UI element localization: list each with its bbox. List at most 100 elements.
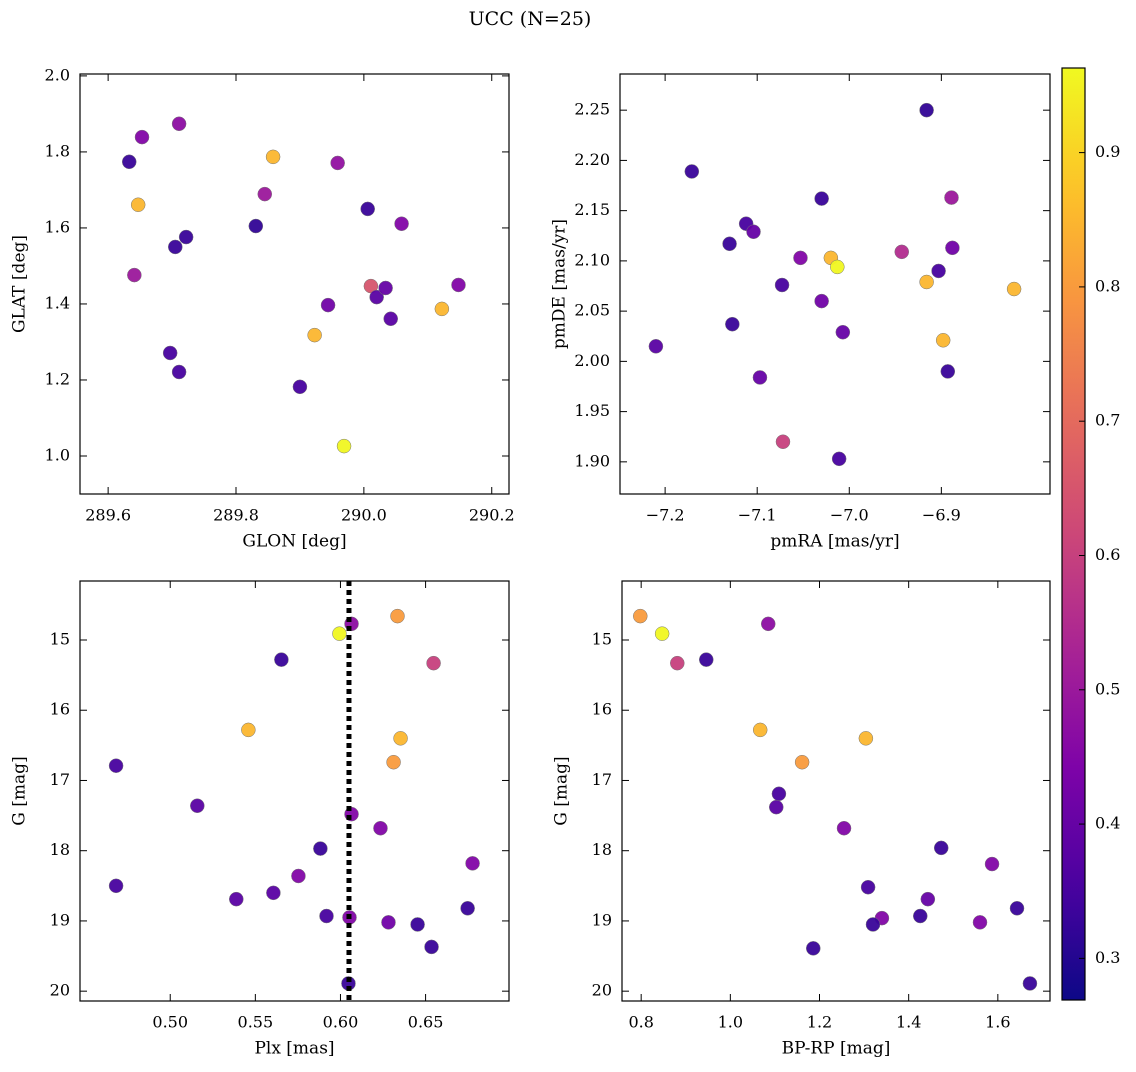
y-tick-label: 1.90 xyxy=(574,451,610,470)
x-tick-label: 1.2 xyxy=(807,1013,832,1032)
scatter-point xyxy=(381,915,396,930)
scatter-point xyxy=(134,129,150,145)
scatter-point xyxy=(130,197,146,213)
scatter-point xyxy=(919,274,934,290)
panel: −7.2 −7.1 −7.0 −6.9 1.90 1.95 2.00 2.05 2.10 2.15… xyxy=(550,73,1051,552)
x-tick-label: 290.0 xyxy=(341,506,387,525)
colorbar-tick-label: 0.6 xyxy=(1095,545,1120,564)
y-tick-label: 2.0 xyxy=(45,65,70,84)
scatter-point xyxy=(769,799,784,815)
scatter-point xyxy=(984,856,1000,872)
plot-frame xyxy=(619,73,1051,495)
x-tick-label: 1.0 xyxy=(718,1013,743,1032)
colorbar-tick-label: 0.9 xyxy=(1095,142,1120,161)
x-tick-label: −7.1 xyxy=(738,506,777,525)
scatter-point xyxy=(774,277,790,293)
x-axis-label: GLON [deg] xyxy=(242,532,346,552)
scatter-point xyxy=(424,939,439,955)
scatter-point xyxy=(386,754,401,770)
plot-frame xyxy=(79,73,510,495)
scatter-point xyxy=(171,116,187,132)
plot-frame xyxy=(621,580,1051,1002)
scatter-point xyxy=(931,263,946,279)
x-tick-label: 289.8 xyxy=(213,506,259,525)
x-tick-label: 1.4 xyxy=(896,1013,921,1032)
scatter-point xyxy=(835,324,851,340)
scatter-point xyxy=(860,879,876,895)
scatter-point xyxy=(378,280,393,296)
scatter-point xyxy=(121,154,137,170)
scatter-point xyxy=(654,626,670,641)
scatter-point xyxy=(127,267,142,283)
scatter-point xyxy=(722,236,737,252)
scatter-point xyxy=(190,798,205,813)
scatter-point xyxy=(373,820,388,836)
y-axis-label: GLAT [deg] xyxy=(10,235,30,333)
scatter-point xyxy=(793,250,808,266)
y-tick-label: 2.25 xyxy=(574,100,610,119)
y-tick-label: 1.6 xyxy=(45,217,70,236)
scatter-point xyxy=(394,216,409,232)
scatter-point xyxy=(794,754,810,770)
scatter-point xyxy=(108,878,124,894)
scatter-point xyxy=(266,885,281,901)
x-tick-label: 0.60 xyxy=(323,1013,359,1032)
scatter-point xyxy=(248,218,264,234)
y-tick-label: 15 xyxy=(592,629,612,648)
scatter-point xyxy=(369,289,384,305)
panel: 289.6 289.8 290.0 290.2 1.0 1.2 1.4 1.6 1.8 2.0 GL… xyxy=(10,65,515,551)
y-tick-label: 19 xyxy=(50,910,70,929)
scatter-point xyxy=(390,608,405,624)
y-tick-label: 18 xyxy=(592,840,612,859)
x-tick-label: −6.9 xyxy=(922,506,961,525)
y-tick-label: 2.20 xyxy=(574,150,610,169)
scatter-point xyxy=(699,652,714,667)
scatter-point xyxy=(913,908,928,924)
y-tick-label: 16 xyxy=(50,700,70,719)
plot-frame xyxy=(79,580,510,1002)
y-tick-label: 2.00 xyxy=(574,351,610,370)
scatter-point xyxy=(292,379,308,395)
x-tick-label: 1.6 xyxy=(985,1013,1010,1032)
scatter-point xyxy=(865,917,881,932)
y-tick-label: 2.15 xyxy=(574,200,610,219)
x-axis-label: Plx [mas] xyxy=(254,1039,334,1059)
panel: 0.8 1.0 1.2 1.4 1.6 15 16 17 18 19 20 BP-RP [mag] G … xyxy=(552,580,1051,1059)
scatter-point xyxy=(162,345,178,361)
scatter-point xyxy=(935,333,951,348)
scatter-point xyxy=(944,190,959,205)
panel: 0.50 0.55 0.60 0.65 15 16 17 18 19 20 Plx [mas] G [… xyxy=(10,580,510,1059)
y-tick-label: 1.95 xyxy=(574,401,610,420)
scatter-point xyxy=(336,438,352,454)
scatter-point xyxy=(933,840,949,856)
y-tick-label: 17 xyxy=(50,770,70,789)
colorbar-tick-label: 0.5 xyxy=(1095,679,1120,698)
scatter-point xyxy=(684,164,700,179)
scatter-point xyxy=(945,240,960,256)
scatter-point xyxy=(451,277,466,293)
scatter-point xyxy=(920,891,936,907)
scatter-point xyxy=(274,652,289,667)
scatter-point xyxy=(168,239,183,255)
scatter-point xyxy=(360,201,375,217)
scatter-point xyxy=(858,731,874,746)
scatter-point xyxy=(806,941,821,956)
scatter-point xyxy=(307,327,322,343)
scatter-point xyxy=(178,229,194,245)
scatter-point xyxy=(725,316,740,332)
colorbar-tick-label: 0.8 xyxy=(1095,276,1120,295)
y-tick-label: 15 xyxy=(50,629,70,648)
y-axis-label: G [mag] xyxy=(10,756,30,825)
scatter-point xyxy=(814,293,829,309)
scatter-point xyxy=(410,917,425,932)
colorbar-tick-label: 0.3 xyxy=(1095,948,1120,967)
x-tick-label: 290.2 xyxy=(469,506,515,525)
scatter-point xyxy=(771,786,787,802)
scatter-point xyxy=(1009,901,1025,916)
y-tick-label: 17 xyxy=(592,770,612,789)
scatter-point xyxy=(320,297,336,313)
scatter-point xyxy=(1006,281,1022,297)
scatter-point xyxy=(383,311,398,327)
x-tick-label: −7.2 xyxy=(646,506,685,525)
